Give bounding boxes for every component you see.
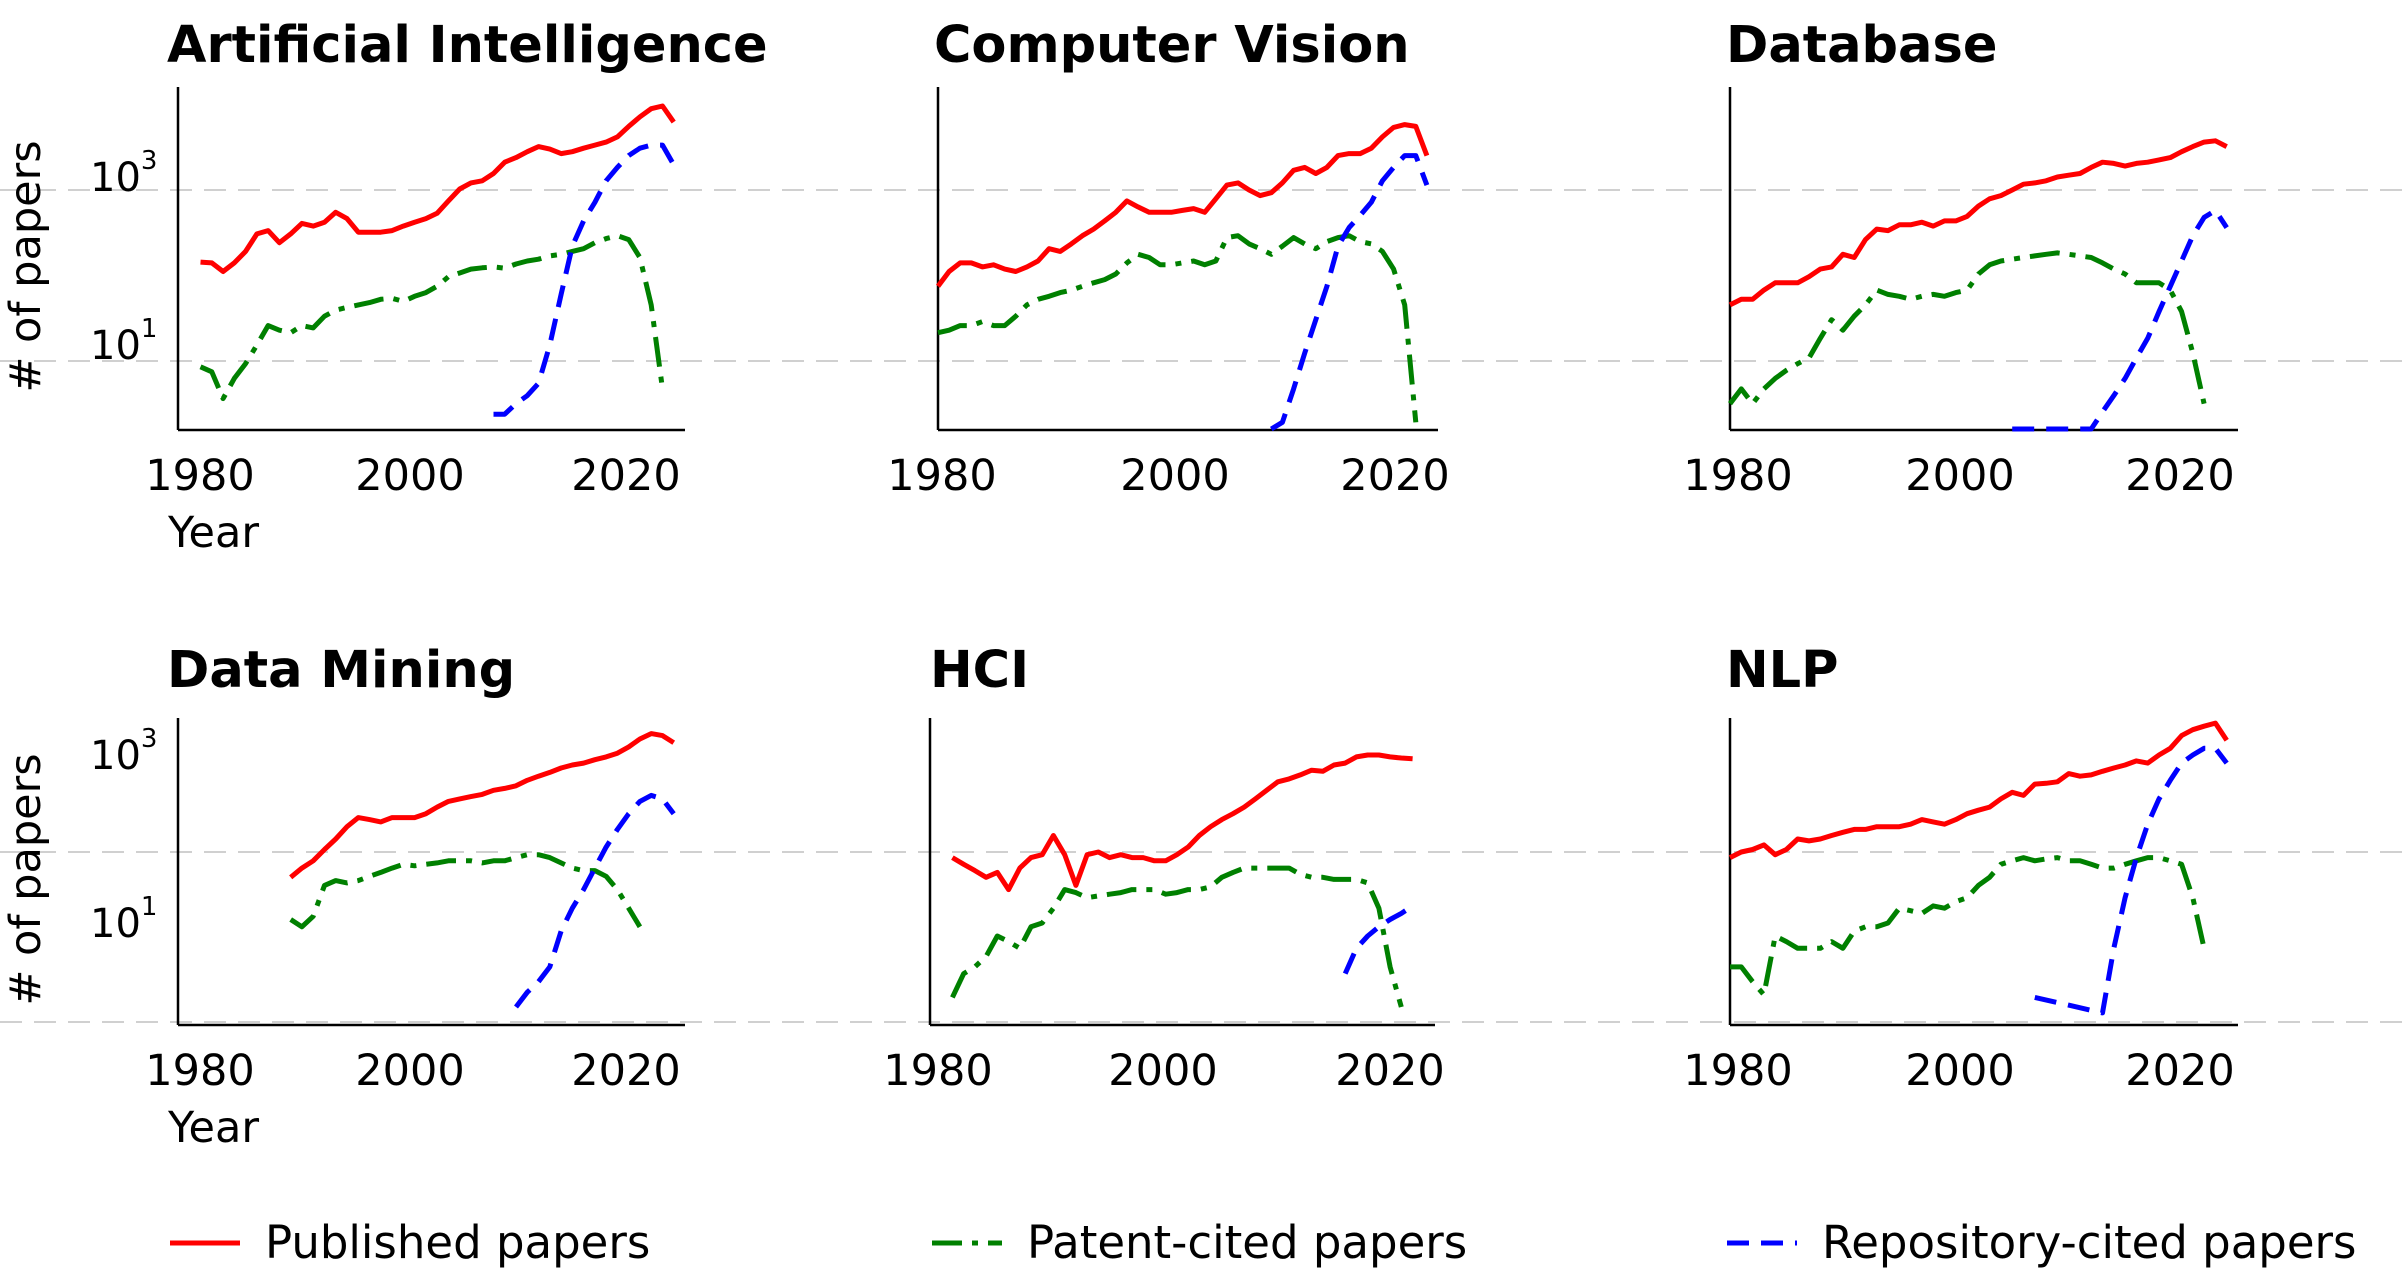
y-axis-label: # of papers	[1, 753, 51, 1005]
x-tick-label: 2020	[1340, 451, 1449, 501]
series-line-published	[289, 731, 676, 880]
series-line-patent	[199, 233, 665, 402]
panel-title: Data Mining	[167, 641, 515, 700]
y-tick-label: 103	[90, 724, 157, 779]
x-tick-label: 1980	[145, 451, 254, 501]
x-tick-label: 1980	[883, 1046, 992, 1096]
panel-nlp: NLP 1980 2000 2020	[1683, 641, 2238, 1096]
series-line-patent	[289, 852, 643, 930]
x-tick-label: 2020	[2125, 1046, 2234, 1096]
x-tick-label: 2000	[1120, 451, 1229, 501]
panel-title: Database	[1726, 16, 1997, 75]
series-line-published	[936, 122, 1430, 288]
legend-label-published: Published papers	[265, 1216, 650, 1269]
x-tick-label: 1980	[1683, 1046, 1792, 1096]
panel-hci: HCI 1980 2000 2020	[883, 641, 1444, 1096]
y-axis-label: # of papers	[1, 140, 51, 392]
x-tick-label: 2020	[1335, 1046, 1444, 1096]
x-tick-label: 2020	[571, 1046, 680, 1096]
legend-label-repository: Repository-cited papers	[1822, 1216, 2357, 1269]
panel-data-mining: Data Mining 1980 2000 2020 101 103 # of papers…	[1, 641, 685, 1153]
x-tick-label: 1980	[1683, 451, 1792, 501]
x-tick-label: 2000	[1905, 1046, 2014, 1096]
series-line-published	[1728, 720, 2229, 860]
x-tick-label: 1980	[887, 451, 996, 501]
series-line-repository	[2034, 745, 2229, 1016]
series-line-repository	[1342, 903, 1414, 975]
x-tick-label: 2000	[1108, 1046, 1217, 1096]
panel-computer-vision: Computer Vision 1980 2000 2020	[887, 16, 1449, 501]
x-axis-label: Year	[167, 1103, 259, 1153]
panel-title: Computer Vision	[934, 16, 1410, 75]
y-tick-label: 101	[90, 892, 157, 947]
panel-title: Artificial Intelligence	[167, 16, 768, 75]
x-tick-label: 2020	[2125, 451, 2234, 501]
series-line-published	[951, 752, 1413, 893]
x-axis-label: Year	[167, 508, 259, 558]
legend: Published papers Patent-cited papers Repos…	[170, 1216, 2357, 1269]
x-tick-label: 2000	[355, 1046, 464, 1096]
panel-title: NLP	[1726, 641, 1839, 700]
series-line-patent	[1730, 855, 2207, 998]
x-tick-label: 2000	[1905, 451, 2014, 501]
series-line-repository	[493, 142, 676, 417]
x-tick-label: 2020	[571, 451, 680, 501]
legend-label-patent: Patent-cited papers	[1027, 1216, 1467, 1269]
panel-database: Database 1980 2000 2020	[1683, 16, 2238, 501]
y-tick-label: 103	[90, 146, 157, 201]
panel-title: HCI	[930, 641, 1029, 700]
series-line-published	[200, 103, 676, 274]
series-line-patent	[937, 233, 1419, 423]
series-line-patent	[1728, 250, 2207, 407]
series-line-patent	[950, 865, 1404, 1008]
series-line-repository	[2012, 207, 2229, 432]
series-line-repository	[1270, 153, 1430, 432]
x-tick-label: 1980	[145, 1046, 254, 1096]
series-line-repository	[514, 792, 676, 1009]
x-tick-label: 2000	[355, 451, 464, 501]
series-line-published	[1728, 138, 2228, 308]
